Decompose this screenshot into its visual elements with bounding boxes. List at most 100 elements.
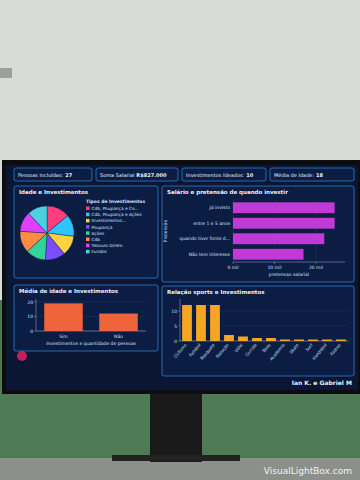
panel — [14, 186, 158, 278]
kpi-card — [96, 168, 178, 181]
legend-swatch — [86, 238, 90, 242]
kpi-text: Pessoas incluídas:27 — [18, 172, 73, 178]
category-label: Ciclismo — [173, 342, 188, 359]
axis-line — [233, 262, 345, 263]
legend-label: Cdb, Poupança e Ações — [92, 212, 143, 217]
x-axis-label: Investimentos e quantidade de pessoas — [46, 341, 136, 346]
bars — [233, 202, 335, 259]
legend-swatch — [86, 225, 90, 229]
pie-slice — [47, 216, 74, 237]
category-label: Já invisto — [209, 205, 231, 210]
tick-label: 0 — [30, 329, 33, 334]
legend-swatch — [86, 250, 90, 254]
kpi-text: Soma SalarialR$827.000 — [100, 172, 167, 178]
pie-slice — [45, 233, 64, 260]
bar — [266, 338, 276, 341]
legend-swatch — [86, 231, 90, 235]
panel — [162, 186, 354, 282]
category-label: Handebol — [311, 342, 328, 361]
bar — [336, 340, 346, 342]
wall — [0, 0, 360, 480]
bar — [294, 340, 304, 342]
category-label: Xadrez — [329, 342, 343, 357]
scene: Pessoas incluídas:27 Soma SalarialR$827.0… — [0, 0, 360, 480]
axis-line — [180, 299, 181, 341]
legend-label: Tesouro Direto — [91, 243, 123, 248]
panel-title: Média de idade e Investimentos — [19, 288, 119, 294]
kpi-value: 10 — [246, 172, 253, 178]
bar — [182, 305, 192, 341]
footer: Ian K. e Gabriel M — [292, 379, 352, 386]
category-label: Sim — [59, 334, 68, 339]
category-label: Academia — [269, 342, 286, 361]
legend-label: Fundos — [92, 249, 108, 254]
bar — [233, 233, 324, 244]
panel — [162, 286, 354, 376]
dashboard-bg — [6, 165, 358, 390]
category-label: Não — [114, 334, 123, 339]
legend-label: Cdb — [92, 237, 101, 242]
bar — [99, 314, 138, 331]
bar — [280, 340, 290, 342]
panel-title: Salário e pretensão de quando investir — [167, 189, 288, 196]
category-label: Basquete — [199, 342, 216, 361]
kpi-label: Investimentos Ideados: — [186, 172, 245, 178]
bar — [224, 335, 234, 341]
kpi-value: R$827.000 — [136, 172, 167, 178]
bar — [233, 202, 335, 213]
category-label: Futebol — [188, 342, 202, 357]
pie-slice — [20, 231, 47, 251]
stand — [150, 392, 202, 462]
kpi-label: Média de Idade: — [274, 172, 314, 178]
legend-swatch — [86, 207, 90, 211]
kpi-text: Investimentos Ideados:10 — [186, 172, 254, 178]
bar — [44, 303, 83, 331]
stand-base — [112, 455, 240, 461]
x-axis-label: pretensao salarial — [269, 272, 309, 277]
dashboard: Pessoas incluídas:27 Soma SalarialR$827.0… — [14, 168, 354, 476]
category-label: Corrida — [244, 342, 258, 357]
bar — [196, 305, 206, 341]
bar — [252, 338, 262, 341]
bar — [238, 337, 248, 342]
category-label: quando tiver fonte d... — [180, 236, 230, 241]
tick-label: 0 mil — [227, 265, 238, 270]
legend-label: Ações — [92, 231, 105, 236]
tick-label: 10 — [27, 314, 33, 319]
tick-label: 20 — [27, 300, 33, 305]
legend-swatch — [86, 219, 90, 223]
kpi-text: Média de Idade:18 — [274, 172, 324, 178]
wall-fixture — [0, 68, 12, 78]
bar — [308, 340, 318, 342]
logo-icon — [17, 351, 27, 361]
category-label: Surf — [304, 342, 314, 352]
kpi-card — [14, 168, 92, 181]
kpi-label: Pessoas incluídas: — [18, 172, 64, 178]
tick-label: 10 mil — [267, 265, 281, 270]
bars — [44, 303, 138, 331]
kpi-value: 18 — [316, 172, 323, 178]
panel-title: Idade e Investimentos — [19, 189, 89, 195]
pie-slice — [29, 206, 47, 233]
bar — [233, 218, 335, 229]
legend-label: Investimentos... — [92, 218, 127, 223]
y-axis-label: Pretensão — [163, 220, 168, 243]
bars — [182, 305, 346, 341]
screen-bezel — [2, 160, 360, 394]
legend-label: Cdb, Poupança e Co... — [92, 206, 139, 211]
tick-label: 0 — [174, 339, 177, 344]
kpi-card — [182, 168, 266, 181]
panel-title: Relação sports e Investimentos — [167, 289, 265, 296]
category-label: Tênis — [261, 342, 272, 354]
watermark: VisualLightBox.com — [264, 466, 352, 476]
tick-label: 5 — [174, 324, 177, 329]
kpi-value: 27 — [65, 172, 72, 178]
grid-line — [36, 301, 146, 302]
category-label: Não tem interesse — [189, 252, 230, 257]
panel — [14, 285, 158, 351]
legend-label: Poupança — [92, 225, 113, 230]
kpi-label: Soma Salarial — [100, 172, 134, 178]
tick-label: 10 — [171, 309, 177, 314]
bar — [233, 249, 304, 260]
tick-label: 20 mil — [309, 265, 323, 270]
